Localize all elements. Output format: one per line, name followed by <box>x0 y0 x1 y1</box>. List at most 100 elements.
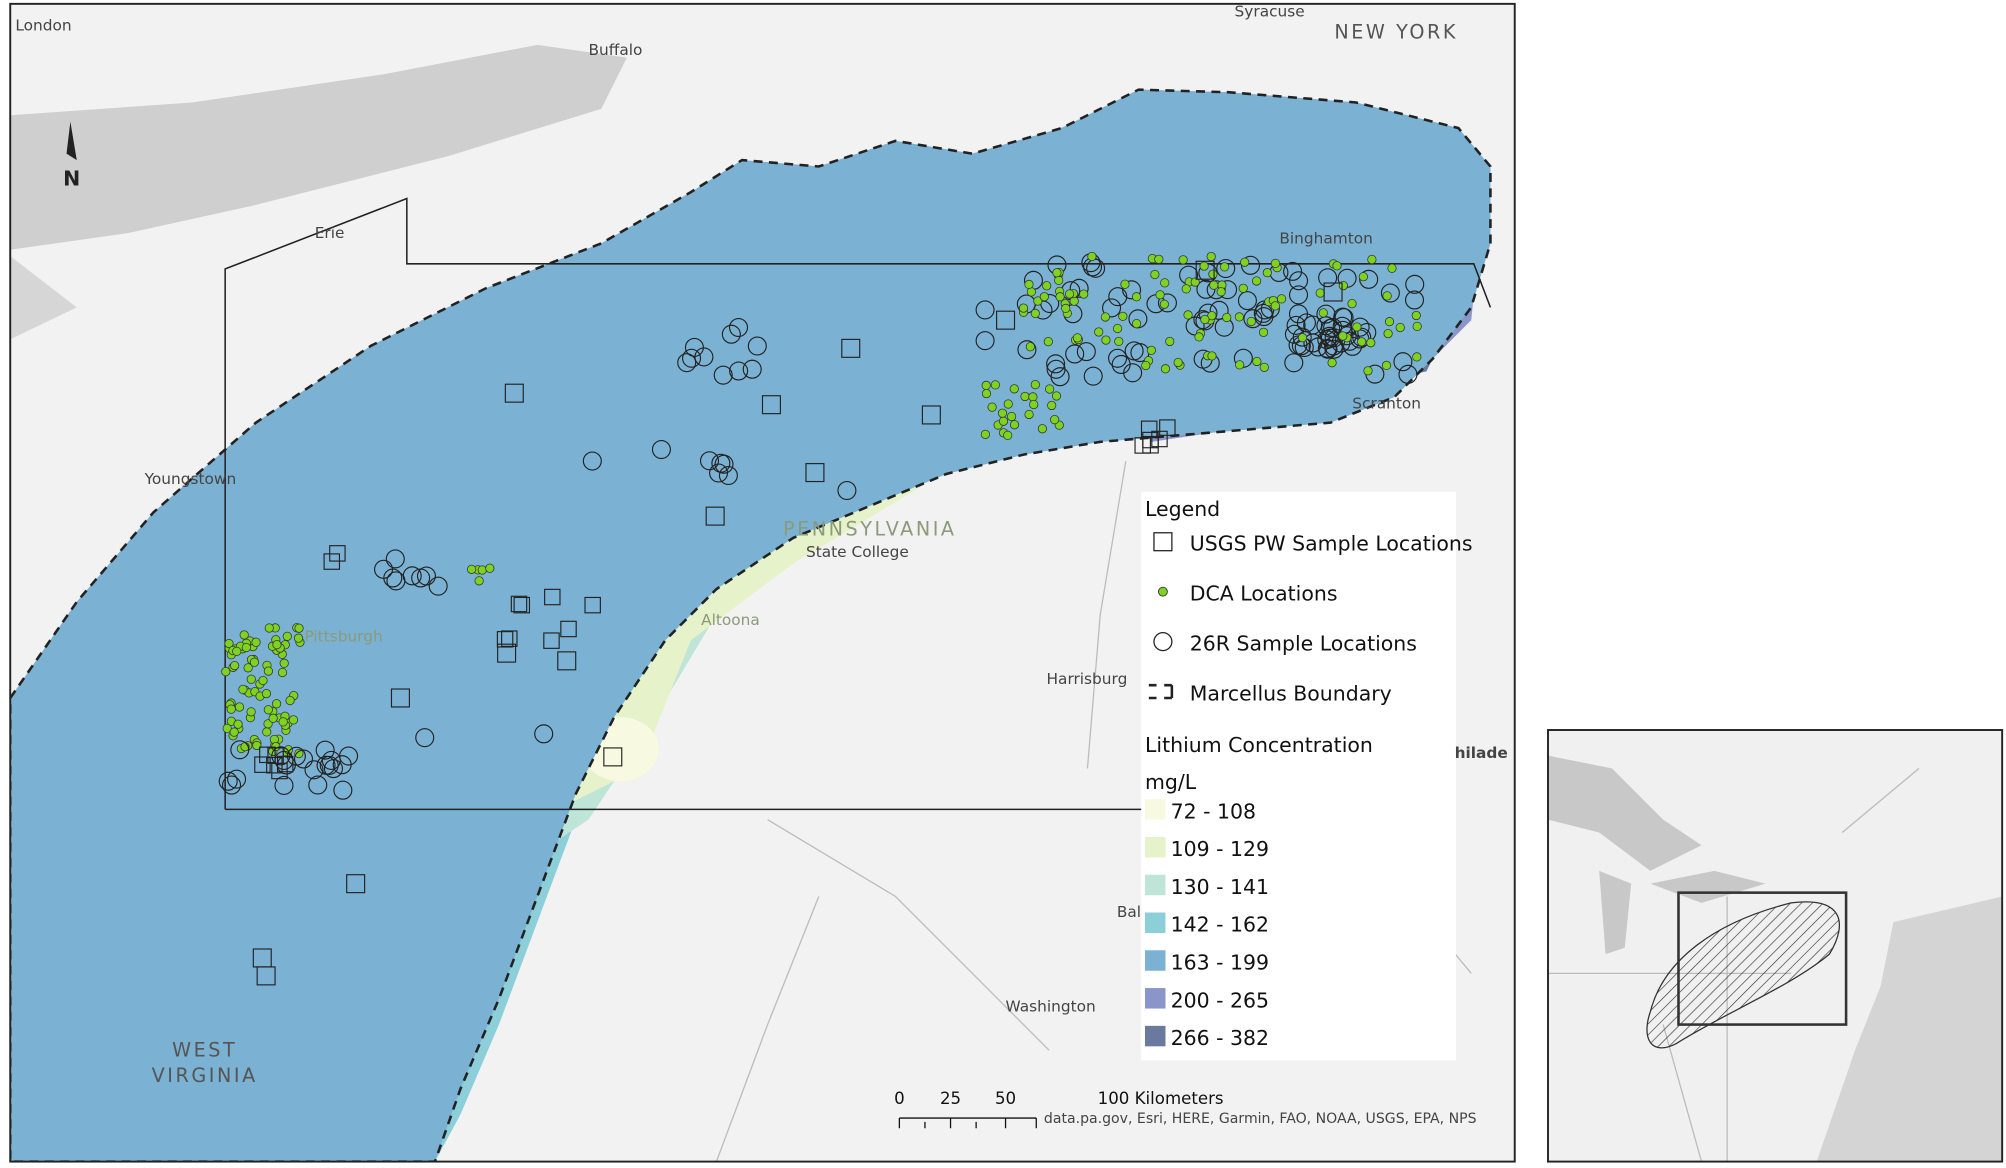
sample-usgs <box>603 747 623 767</box>
scale-label: 50 <box>995 1089 1016 1108</box>
scale-label: 100 Kilometers <box>1098 1089 1224 1108</box>
lake-erie <box>10 44 627 250</box>
sample-26r <box>1254 307 1274 327</box>
sample-26r <box>1398 364 1418 384</box>
sample-26r <box>428 576 448 596</box>
dca-location <box>1208 269 1218 279</box>
dca-location <box>230 660 240 671</box>
dca-location <box>285 695 295 706</box>
dca-location <box>997 408 1008 418</box>
dca-location <box>279 658 289 668</box>
sample-usgs <box>544 588 561 606</box>
dca-location <box>1367 254 1377 265</box>
dca-location <box>1159 299 1169 309</box>
dca-location <box>1207 351 1217 361</box>
dca-location <box>1009 420 1020 430</box>
sample-usgs <box>1151 430 1168 448</box>
dca-location <box>1030 308 1040 319</box>
dca-location <box>1112 323 1123 334</box>
sample-usgs <box>1140 420 1158 438</box>
dca-location <box>241 642 251 653</box>
sample-26r <box>1316 304 1336 324</box>
dca-location <box>1262 268 1272 278</box>
sample-26r <box>274 775 294 795</box>
dca-location <box>1358 272 1368 282</box>
place-label: hilade <box>1455 744 1508 762</box>
sample-26r <box>1216 259 1236 279</box>
place-label: Washington <box>1006 998 1096 1016</box>
dca-location <box>262 727 272 737</box>
scale-label: 0 <box>894 1089 905 1108</box>
dca-location <box>1252 356 1262 367</box>
dca-location <box>1318 308 1328 318</box>
dca-location <box>1118 311 1128 321</box>
dca-location <box>1160 278 1170 288</box>
dca-location <box>981 388 992 399</box>
sample-26r <box>582 451 602 471</box>
sample-usgs <box>1142 437 1159 454</box>
sample-26r <box>222 775 242 795</box>
sample-26r <box>1108 287 1128 307</box>
dca-location <box>251 637 261 647</box>
sample-usgs <box>390 688 410 708</box>
sample-usgs <box>496 631 514 648</box>
attribution: data.pa.gov, Esri, HERE, Garmin, FAO, NO… <box>1044 1111 1477 1127</box>
dca-location <box>987 402 997 412</box>
dca-location <box>1190 277 1200 287</box>
sample-26r <box>1323 317 1343 337</box>
sample-26r <box>1405 274 1425 294</box>
dca-location <box>1357 337 1367 347</box>
dca-location <box>1024 409 1034 420</box>
dca-location <box>1381 360 1392 371</box>
legend-box <box>1141 491 1456 1061</box>
dca-location <box>1160 364 1171 374</box>
dca-location <box>1006 411 1017 422</box>
dca-location <box>1222 312 1232 323</box>
sample-26r <box>411 568 431 588</box>
sample-26r <box>1317 338 1337 358</box>
sample-26r <box>1283 261 1303 281</box>
sample-26r <box>728 317 749 338</box>
sample-26r <box>742 359 762 379</box>
dca-location <box>278 717 288 727</box>
sample-usgs <box>584 596 601 614</box>
dca-location <box>288 715 299 725</box>
sample-26r <box>1318 268 1338 288</box>
dca-location <box>1009 384 1019 394</box>
dca-location <box>1039 292 1049 302</box>
dca-location <box>1051 391 1062 401</box>
sample-usgs <box>560 620 577 638</box>
sample-usgs <box>510 595 528 613</box>
dca-location <box>1141 360 1151 371</box>
sample-26r <box>1209 300 1229 320</box>
sample-26r <box>1046 354 1066 374</box>
dca-location <box>1347 299 1357 309</box>
legend-class: 200 - 265 <box>1171 988 1269 1012</box>
place-label: Buffalo <box>588 41 642 59</box>
dca-location <box>1025 342 1035 352</box>
dca-location <box>294 748 304 759</box>
sample-markers <box>218 251 1425 986</box>
sample-26r <box>293 749 314 769</box>
sample-usgs <box>513 596 531 614</box>
place-label: Altoona <box>701 611 760 629</box>
land <box>10 115 77 340</box>
sample-usgs <box>557 651 577 671</box>
dca-location <box>294 623 304 633</box>
sample-usgs <box>256 966 276 986</box>
sample-26r <box>747 336 767 356</box>
sample-26r <box>308 775 328 795</box>
place-label: Erie <box>315 224 345 242</box>
place-label: VIRGINIA <box>152 1064 258 1087</box>
sample-26r <box>1393 352 1413 372</box>
dca-location <box>474 576 484 586</box>
dca-location <box>222 723 232 733</box>
place-label: Binghamton <box>1279 229 1373 247</box>
place-label: Pittsburgh <box>304 628 382 646</box>
legend-class: 72 - 108 <box>1171 799 1256 823</box>
dca-location <box>1029 399 1039 410</box>
dca-location <box>1246 316 1256 327</box>
sample-26r <box>1086 258 1106 278</box>
dca-location <box>1270 258 1281 269</box>
dca-location <box>1047 400 1057 411</box>
